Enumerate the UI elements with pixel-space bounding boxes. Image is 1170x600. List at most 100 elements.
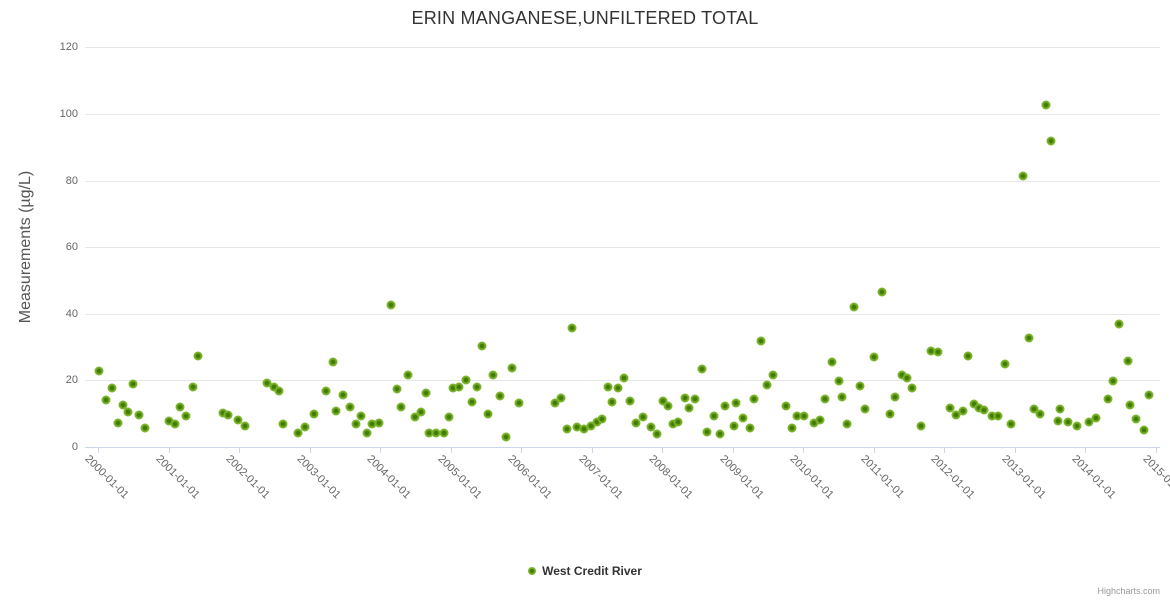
data-point[interactable] [501, 432, 511, 442]
data-point[interactable] [702, 427, 712, 437]
data-point[interactable] [592, 417, 602, 427]
data-point[interactable] [680, 393, 690, 403]
data-point[interactable] [607, 397, 617, 407]
data-point[interactable] [597, 414, 607, 424]
data-point[interactable] [321, 386, 331, 396]
data-point[interactable] [140, 423, 150, 433]
data-point[interactable] [1139, 425, 1148, 435]
data-point[interactable] [262, 378, 272, 388]
data-point[interactable] [1006, 419, 1016, 429]
data-point[interactable] [668, 419, 678, 429]
data-point[interactable] [907, 383, 917, 393]
data-point[interactable] [945, 403, 955, 413]
data-point[interactable] [300, 422, 310, 432]
data-point[interactable] [556, 393, 566, 403]
data-point[interactable] [969, 399, 979, 409]
data-point[interactable] [128, 379, 138, 389]
data-point[interactable] [1084, 417, 1094, 427]
data-point[interactable] [729, 421, 739, 431]
data-point[interactable] [749, 394, 759, 404]
data-point[interactable] [715, 429, 725, 439]
data-point[interactable] [933, 347, 943, 357]
data-point[interactable] [842, 419, 852, 429]
data-point[interactable] [619, 373, 629, 383]
data-point[interactable] [467, 397, 477, 407]
data-point[interactable] [709, 411, 719, 421]
data-point[interactable] [877, 287, 887, 297]
data-point[interactable] [951, 410, 961, 420]
data-point[interactable] [567, 323, 577, 333]
data-point[interactable] [1131, 414, 1141, 424]
data-point[interactable] [855, 381, 865, 391]
data-point[interactable] [514, 398, 524, 408]
data-point[interactable] [837, 392, 847, 402]
data-point[interactable] [233, 415, 243, 425]
data-point[interactable] [1063, 417, 1073, 427]
data-point[interactable] [461, 375, 471, 385]
data-point[interactable] [328, 357, 338, 367]
data-point[interactable] [827, 357, 837, 367]
data-point[interactable] [787, 423, 797, 433]
data-point[interactable] [1029, 404, 1039, 414]
data-point[interactable] [374, 418, 384, 428]
data-point[interactable] [193, 351, 203, 361]
data-point[interactable] [118, 400, 128, 410]
data-point[interactable] [386, 300, 396, 310]
data-point[interactable] [1114, 319, 1124, 329]
data-point[interactable] [1000, 359, 1010, 369]
data-point[interactable] [416, 407, 426, 417]
data-point[interactable] [731, 398, 741, 408]
data-point[interactable] [809, 418, 819, 428]
data-point[interactable] [638, 412, 648, 422]
data-point[interactable] [507, 363, 517, 373]
data-point[interactable] [690, 394, 700, 404]
data-point[interactable] [1055, 404, 1065, 414]
data-point[interactable] [488, 370, 498, 380]
data-point[interactable] [720, 401, 730, 411]
data-point[interactable] [834, 376, 844, 386]
data-point[interactable] [1018, 171, 1028, 181]
data-point[interactable] [356, 411, 366, 421]
data-point[interactable] [309, 409, 319, 419]
data-point[interactable] [586, 421, 596, 431]
data-point[interactable] [164, 416, 174, 426]
data-point[interactable] [269, 382, 279, 392]
data-point[interactable] [684, 403, 694, 413]
data-point[interactable] [274, 386, 284, 396]
data-point[interactable] [916, 421, 926, 431]
data-point[interactable] [410, 412, 420, 422]
data-point[interactable] [113, 418, 123, 428]
data-point[interactable] [431, 428, 441, 438]
data-point[interactable] [1046, 136, 1056, 146]
data-point[interactable] [123, 407, 133, 417]
data-point[interactable] [993, 411, 1003, 421]
data-point[interactable] [799, 411, 809, 421]
data-point[interactable] [974, 403, 984, 413]
data-point[interactable] [1125, 400, 1135, 410]
data-point[interactable] [392, 384, 402, 394]
data-point[interactable] [396, 402, 406, 412]
data-point[interactable] [293, 428, 302, 438]
data-point[interactable] [860, 404, 870, 414]
data-point[interactable] [781, 401, 791, 411]
data-point[interactable] [673, 417, 683, 427]
data-point[interactable] [652, 429, 662, 439]
data-point[interactable] [987, 411, 997, 421]
data-point[interactable] [663, 401, 673, 411]
data-point[interactable] [562, 424, 572, 434]
data-point[interactable] [572, 422, 582, 432]
data-point[interactable] [958, 406, 968, 416]
data-point[interactable] [738, 413, 748, 423]
legend[interactable]: West Credit River [0, 564, 1170, 578]
data-point[interactable] [849, 302, 859, 312]
data-point[interactable] [820, 394, 830, 404]
data-point[interactable] [550, 398, 560, 408]
data-point[interactable] [421, 388, 431, 398]
data-point[interactable] [646, 422, 656, 432]
data-point[interactable] [218, 408, 228, 418]
data-point[interactable] [885, 409, 895, 419]
data-point[interactable] [94, 366, 104, 376]
data-point[interactable] [439, 428, 449, 438]
data-point[interactable] [351, 419, 361, 429]
data-point[interactable] [107, 383, 117, 393]
